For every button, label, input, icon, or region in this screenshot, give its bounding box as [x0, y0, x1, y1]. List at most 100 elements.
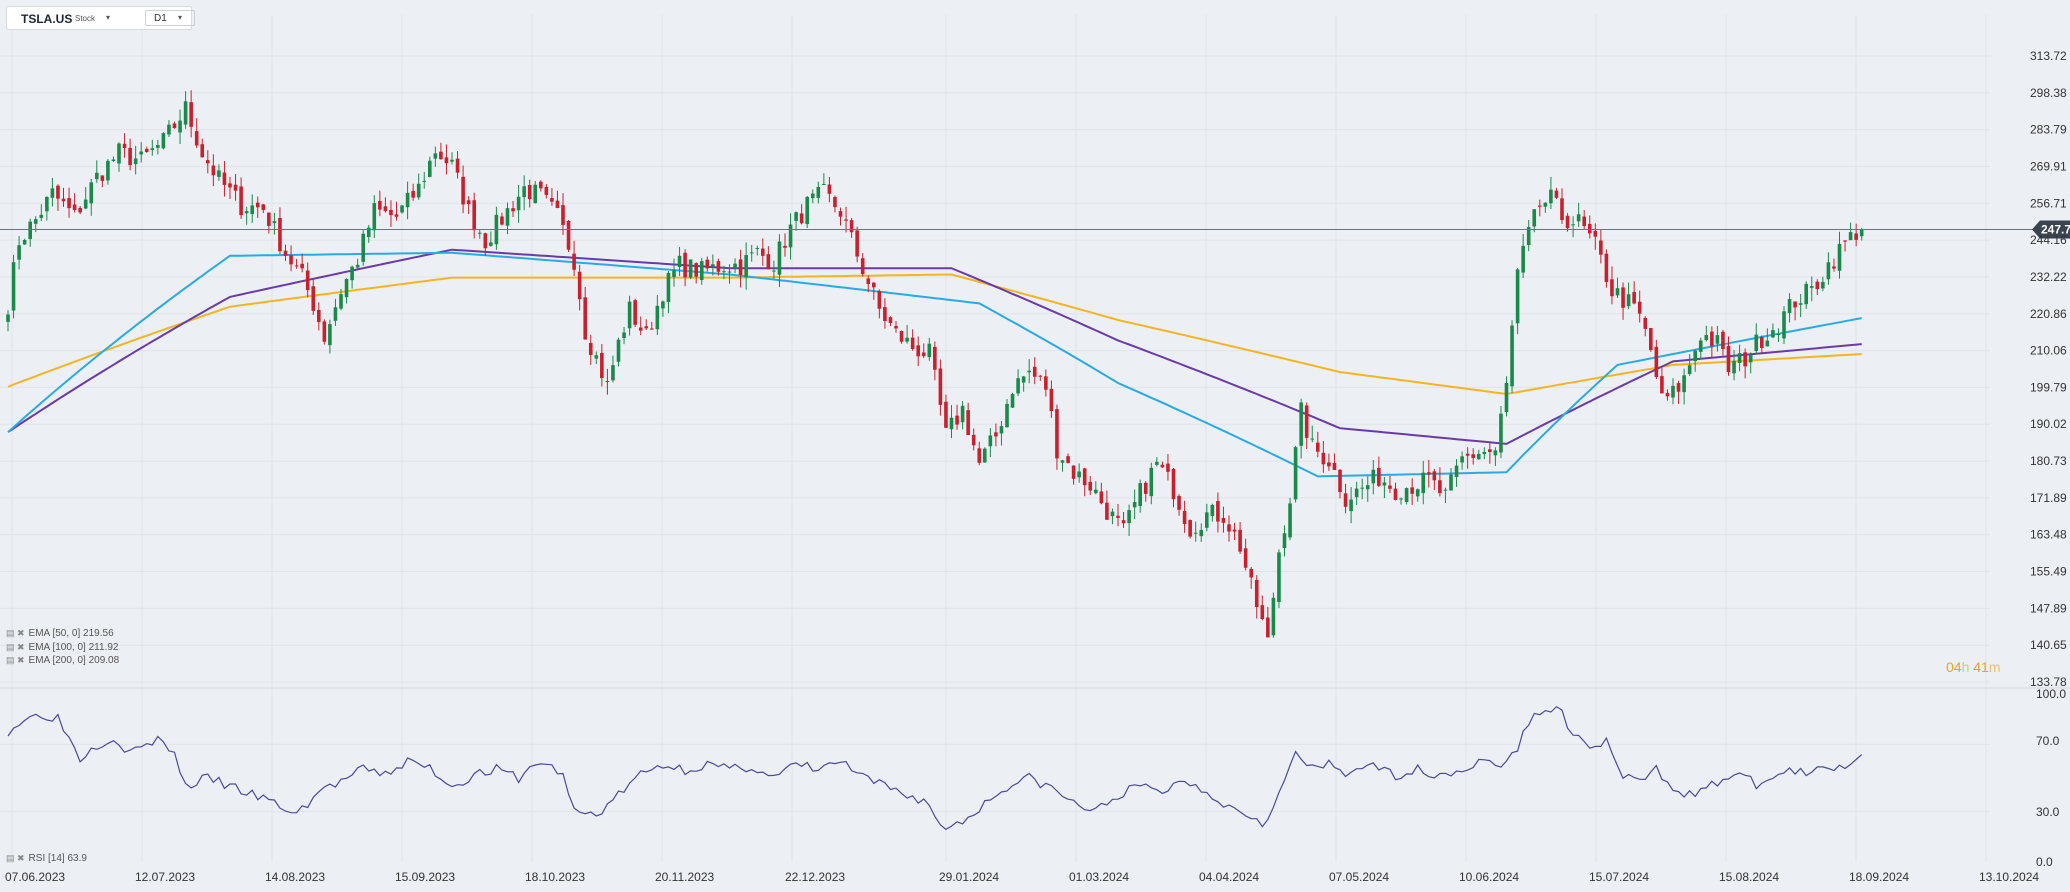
candle-body: [267, 212, 271, 226]
candle-body: [1760, 337, 1764, 349]
candle-body: [872, 282, 876, 288]
candle-body: [1288, 503, 1292, 538]
candle-body: [761, 248, 765, 256]
settings-icon[interactable]: ▤ ✖: [6, 655, 25, 665]
candle-body: [1510, 325, 1514, 387]
price-axis[interactable]: 313.72 298.38 283.79 269.91 256.71 244.16 232.…: [2030, 49, 2067, 689]
candle-body: [988, 435, 993, 447]
candle-body: [444, 157, 449, 164]
candle-body: [561, 205, 565, 225]
candle-body: [422, 180, 427, 182]
candle-body: [1443, 489, 1448, 491]
candle-body: [1410, 487, 1414, 494]
legend-ema100[interactable]: ▤ ✖ EMA [100, 0] 211.92: [6, 642, 118, 653]
candle-body: [938, 368, 943, 405]
candle-body: [999, 426, 1004, 434]
candle-body: [905, 337, 909, 342]
candle-body: [744, 255, 748, 278]
candle-body: [688, 259, 693, 278]
candle-body: [167, 124, 171, 135]
candle-body: [661, 301, 665, 309]
candle-body: [1038, 375, 1043, 377]
candle-body: [1399, 498, 1403, 500]
candle-body: [1249, 568, 1253, 578]
candle-body: [45, 196, 49, 212]
candle-body: [1687, 365, 1692, 375]
candle-body: [1660, 376, 1664, 394]
candle-body: [1105, 502, 1109, 520]
interval-dropdown-icon[interactable]: ▾: [178, 13, 183, 22]
candle-body: [1365, 485, 1370, 490]
candle-body: [1232, 529, 1237, 532]
candle-body: [333, 307, 338, 321]
candle-body: [111, 159, 116, 161]
candle-body: [888, 317, 893, 323]
candle-body: [1787, 299, 1792, 314]
price-tick-label: 199.79: [2030, 380, 2067, 394]
candle-body: [1021, 376, 1026, 383]
candle-body: [1227, 524, 1231, 532]
candle-body: [350, 266, 354, 281]
candle-body: [583, 297, 587, 340]
price-tick-label: 171.89: [2030, 491, 2067, 505]
settings-icon[interactable]: ▤ ✖: [6, 628, 25, 638]
candle-body: [555, 200, 560, 208]
candle-body: [1465, 453, 1470, 456]
settings-icon[interactable]: ▤ ✖: [6, 853, 25, 863]
price-tick-label: 256.71: [2030, 196, 2067, 210]
candle-body: [600, 352, 604, 379]
candle-body: [539, 181, 543, 189]
interval-select[interactable]: D1 ▾: [145, 10, 195, 26]
candle-body: [716, 261, 721, 272]
candle-body: [1843, 240, 1847, 242]
legend-ema200[interactable]: ▤ ✖ EMA [200, 0] 209.08: [6, 655, 119, 666]
candle-body: [1388, 485, 1392, 489]
candle-body: [1293, 447, 1298, 500]
candle-body: [1349, 499, 1353, 512]
candle-body: [1071, 465, 1076, 479]
candle-body: [428, 160, 432, 177]
candle-body: [1798, 303, 1803, 305]
candle-body: [255, 202, 260, 208]
price-tick-label: 133.78: [2030, 675, 2067, 689]
time-tick-label: 29.01.2024: [939, 870, 999, 884]
candle-body: [1610, 279, 1614, 297]
candle-body: [971, 434, 976, 446]
settings-icon[interactable]: ▤ ✖: [6, 642, 25, 652]
candle-body: [921, 352, 926, 357]
candle-body: [416, 183, 421, 198]
candle-body: [1132, 502, 1137, 508]
candle-body: [722, 271, 726, 273]
candle-body: [39, 214, 44, 218]
candle-body: [228, 183, 232, 188]
candle-body: [1776, 333, 1781, 335]
time-axis[interactable]: 07.06.2023 12.07.2023 14.08.2023 15.09.2023…: [5, 870, 2039, 884]
legend-rsi[interactable]: ▤ ✖ RSI [14] 63.9: [6, 853, 87, 864]
candle-body: [89, 182, 94, 204]
candle-body: [477, 232, 482, 234]
symbol-name[interactable]: TSLA.US: [21, 12, 73, 26]
price-tick-label: 163.48: [2030, 528, 2067, 542]
candle-body: [1654, 346, 1659, 377]
candle-body: [1821, 281, 1825, 289]
candle-body: [955, 415, 959, 425]
candle-body: [822, 184, 826, 186]
candle-body: [633, 300, 637, 325]
time-tick-label: 15.07.2024: [1589, 870, 1649, 884]
candle-body: [1765, 340, 1770, 347]
symbol-dropdown-icon[interactable]: ▾: [106, 13, 111, 22]
candle-body: [95, 172, 99, 180]
candle-body: [1005, 403, 1009, 428]
candle-body: [577, 271, 582, 300]
candle-body: [622, 332, 626, 338]
candle-body: [450, 159, 454, 162]
candle-body: [927, 343, 932, 358]
candle-body: [139, 151, 143, 155]
candle-body: [339, 294, 343, 309]
candle-body: [1726, 345, 1731, 373]
candle-body: [910, 337, 915, 350]
symbol-toolbar[interactable]: TSLA.US Stock ▾ D1 ▾: [6, 6, 195, 30]
legend-ema50[interactable]: ▤ ✖ EMA [50, 0] 219.56: [6, 628, 114, 639]
legend-ema100-params: [100, 0]: [52, 642, 86, 653]
